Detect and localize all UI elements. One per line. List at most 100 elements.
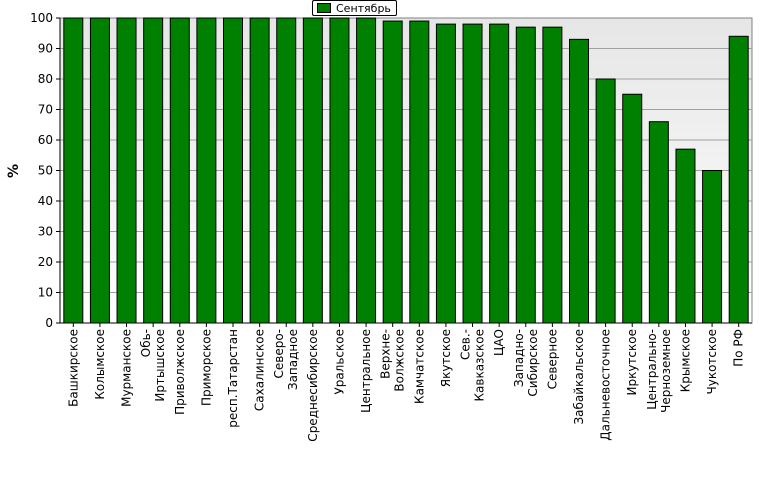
x-tick-label-line: Западно- bbox=[512, 329, 526, 387]
bar bbox=[675, 148, 696, 324]
x-tick-label: Иркутское bbox=[625, 329, 639, 396]
x-tick-label-line: Якутское bbox=[439, 329, 453, 387]
y-tick-label: 70 bbox=[38, 103, 53, 117]
x-tick-label: Сахалинское bbox=[253, 329, 267, 411]
x-tick-label-line: Колымское bbox=[93, 329, 107, 400]
x-tick-label-line: Верхне- bbox=[379, 329, 393, 379]
x-tick-label-line: Башкирское bbox=[66, 329, 80, 407]
x-tick-label: Обь-Иртышское bbox=[139, 329, 167, 402]
x-tick-label: Северное bbox=[545, 329, 559, 389]
bar bbox=[302, 17, 323, 324]
y-tick-label: 50 bbox=[38, 164, 53, 178]
x-tick-label-line: Центральное bbox=[359, 329, 373, 413]
x-tick-label: Чукотское bbox=[705, 329, 719, 394]
bar bbox=[569, 38, 589, 324]
x-tick-label: Центральное bbox=[359, 329, 373, 413]
bar bbox=[89, 17, 110, 324]
x-tick-label: По РФ bbox=[732, 329, 746, 367]
legend: Сентябрь bbox=[312, 0, 397, 16]
x-tick-label: Камчатское bbox=[412, 329, 426, 404]
bar bbox=[382, 20, 403, 324]
x-tick-label-line: Забайкальское bbox=[572, 329, 586, 425]
bar bbox=[223, 17, 243, 324]
y-tick-label: 0 bbox=[45, 316, 53, 330]
x-tick-label-line: Западное bbox=[286, 329, 300, 390]
y-tick-label: 60 bbox=[38, 133, 53, 147]
legend-label: Сентябрь bbox=[336, 1, 391, 15]
x-tick-label: Приволжское bbox=[173, 329, 187, 415]
x-tick-label-line: респ.Татарстан bbox=[226, 329, 240, 428]
x-tick-label: Дальневосточное bbox=[599, 329, 613, 441]
bar bbox=[595, 78, 616, 324]
x-tick-label-line: Дальневосточное bbox=[599, 329, 613, 441]
bar bbox=[702, 170, 723, 324]
y-tick-label: 30 bbox=[38, 225, 53, 239]
x-tick-label-line: Кавказское bbox=[473, 329, 487, 402]
x-tick-label: Мурманское bbox=[120, 329, 134, 407]
y-tick-label: 40 bbox=[38, 194, 53, 208]
x-tick-label: Крымское bbox=[678, 329, 692, 392]
x-tick-label: Северо-Западное bbox=[272, 329, 300, 390]
x-tick-label-line: Сахалинское bbox=[253, 329, 267, 411]
bar bbox=[409, 20, 430, 324]
x-tick-label: Среднесибирское bbox=[306, 329, 320, 442]
x-tick-label-line: Мурманское bbox=[120, 329, 134, 407]
x-tick-label-line: Камчатское bbox=[412, 329, 426, 404]
x-tick-label: ЦАО bbox=[492, 329, 506, 356]
legend-swatch bbox=[317, 3, 331, 13]
bar bbox=[542, 26, 563, 324]
x-tick-label-line: Чукотское bbox=[705, 329, 719, 394]
x-tick-label-line: Приволжское bbox=[173, 329, 187, 415]
bar bbox=[435, 23, 456, 324]
bar bbox=[489, 23, 510, 324]
x-tick-label-line: Черноземное bbox=[659, 329, 673, 413]
x-tick-label-line: Иркутское bbox=[625, 329, 639, 396]
bar bbox=[515, 26, 536, 324]
x-tick-label-line: Иртышское bbox=[153, 329, 167, 402]
x-tick-label: Уральское bbox=[332, 329, 346, 395]
bar bbox=[116, 17, 137, 324]
bar bbox=[196, 17, 217, 324]
y-tick-label: 10 bbox=[38, 286, 53, 300]
x-tick-label-line: Сев.- bbox=[459, 329, 473, 360]
bar bbox=[329, 17, 350, 324]
x-tick-label-line: Сибирское bbox=[526, 329, 540, 397]
x-tick-label: Верхне-Волжское bbox=[379, 329, 407, 392]
x-tick-label-line: Центрально- bbox=[645, 329, 659, 410]
bar bbox=[728, 35, 749, 324]
bar bbox=[648, 121, 669, 324]
x-tick-label-line: ЦАО bbox=[492, 329, 506, 356]
y-tick-label: 100 bbox=[30, 11, 53, 25]
x-tick-label-line: Северное bbox=[545, 329, 559, 389]
x-tick-label-line: Волжское bbox=[393, 329, 407, 392]
x-tick-label: Западно-Сибирское bbox=[512, 329, 540, 397]
bar bbox=[462, 23, 483, 324]
x-tick-label: Башкирское bbox=[66, 329, 80, 407]
bar bbox=[356, 17, 377, 324]
x-tick-label-line: По РФ bbox=[732, 329, 746, 367]
bar bbox=[63, 17, 84, 324]
x-tick-label: респ.Татарстан bbox=[226, 329, 240, 428]
y-axis-label: % bbox=[6, 163, 22, 179]
bar bbox=[276, 17, 297, 324]
x-tick-label-line: Приморское bbox=[199, 329, 213, 406]
x-tick-label-line: Крымское bbox=[678, 329, 692, 392]
bar bbox=[249, 17, 270, 324]
bar bbox=[143, 17, 164, 324]
y-tick-label: 20 bbox=[38, 255, 53, 269]
y-tick-label: 90 bbox=[38, 42, 53, 56]
x-tick-label-line: Уральское bbox=[332, 329, 346, 395]
x-tick-label: Якутское bbox=[439, 329, 453, 387]
x-tick-label: Приморское bbox=[199, 329, 213, 406]
x-tick-label: Забайкальское bbox=[572, 329, 586, 425]
x-tick-label-line: Среднесибирское bbox=[306, 329, 320, 442]
x-tick-label-line: Северо- bbox=[272, 329, 286, 379]
x-tick-label: Центрально-Черноземное bbox=[645, 329, 673, 413]
x-tick-label: Колымское bbox=[93, 329, 107, 400]
x-tick-label-line: Обь- bbox=[139, 329, 153, 357]
y-tick-label: 80 bbox=[38, 72, 53, 86]
x-tick-label: Сев.-Кавказское bbox=[459, 329, 487, 402]
bar bbox=[622, 93, 643, 324]
bar bbox=[169, 17, 190, 324]
